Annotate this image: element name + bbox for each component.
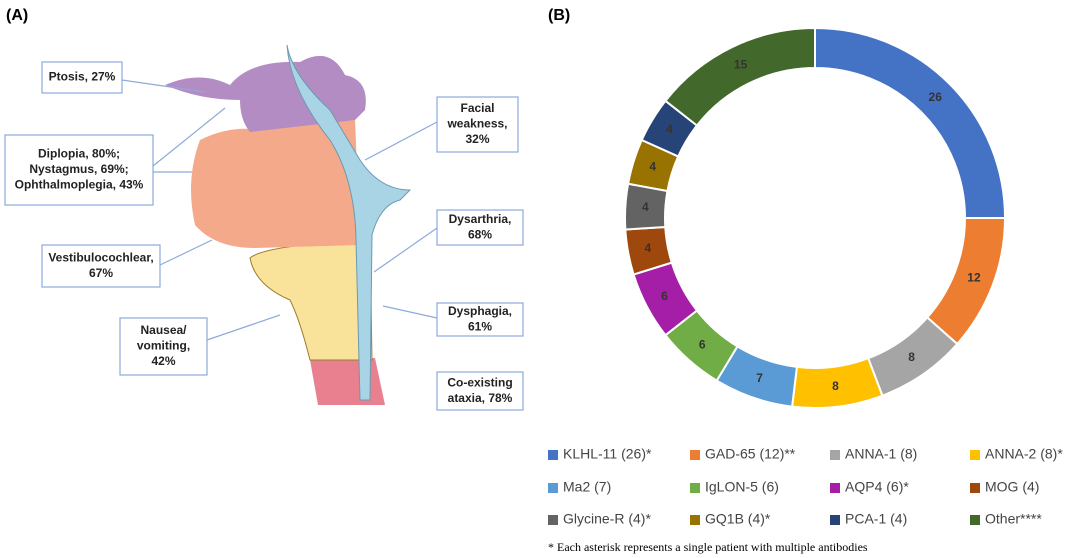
- legend-label: IgLON-5 (6): [705, 479, 779, 495]
- data-label: 4: [642, 200, 649, 214]
- callout-text: Dysarthria,: [449, 212, 512, 226]
- legend-label: Ma2 (7): [563, 479, 611, 495]
- legend-label: MOG (4): [985, 479, 1039, 495]
- data-label: 15: [734, 57, 748, 71]
- legend-swatch: [970, 450, 980, 460]
- legend-swatch: [690, 450, 700, 460]
- callout-text: vomiting,: [137, 339, 190, 353]
- callout-text: 61%: [468, 319, 492, 333]
- callout-text: Diplopia, 80%;: [38, 147, 120, 161]
- data-label: 7: [756, 371, 763, 385]
- data-label: 26: [929, 90, 943, 104]
- callout-box: [4, 134, 154, 206]
- data-label: 6: [661, 289, 668, 303]
- connector: [373, 227, 438, 273]
- ventricle-shape: [286, 44, 412, 401]
- legend-swatch: [830, 450, 840, 460]
- legend-label: Glycine-R (4)*: [563, 511, 651, 527]
- legend-swatch: [690, 515, 700, 525]
- callout-text: Ptosis, 27%: [49, 70, 116, 84]
- data-label: 12: [967, 270, 981, 284]
- callout-text: 67%: [89, 266, 113, 280]
- connector: [382, 305, 438, 319]
- callout-text: Dysphagia,: [448, 304, 512, 318]
- callout-box: [436, 371, 524, 411]
- footnote: * Each asterisk represents a single pati…: [548, 540, 868, 554]
- connector: [152, 107, 226, 167]
- legend-label: GAD-65 (12)**: [705, 446, 796, 462]
- callout-text: 32%: [465, 132, 489, 146]
- callout-box: [41, 244, 161, 288]
- data-label: 4: [666, 122, 673, 136]
- legend-label: PCA-1 (4): [845, 511, 907, 527]
- legend-swatch: [548, 515, 558, 525]
- legend-label: ANNA-1 (8): [845, 446, 917, 462]
- connector: [159, 239, 213, 266]
- connector: [364, 121, 438, 161]
- callout-text: Facial: [460, 101, 494, 115]
- callout-box: [436, 302, 524, 337]
- legend: KLHL-11 (26)* GAD-65 (12)** ANNA-1 (8) ANNA…: [548, 446, 1063, 527]
- connector: [121, 79, 206, 93]
- legend-swatch: [548, 483, 558, 493]
- donut-chart: 26 12 8 8 7 6 6 4 4 4 4 15: [624, 26, 1007, 409]
- medulla-shape: [310, 358, 385, 405]
- pons-shape: [249, 239, 373, 361]
- panel-label: (B): [548, 7, 570, 24]
- legend-label: KLHL-11 (26)*: [563, 446, 652, 462]
- callout-box: [436, 209, 524, 246]
- legend-label: ANNA-2 (8)*: [985, 446, 1063, 462]
- data-label: 6: [699, 337, 706, 351]
- data-label: 8: [832, 379, 839, 393]
- donut-slice: [664, 26, 816, 127]
- callout-text: Co-existing: [447, 375, 512, 389]
- callout-text: Ophthalmoplegia, 43%: [15, 178, 144, 192]
- data-label: 4: [644, 241, 651, 255]
- connector: [206, 314, 281, 341]
- callout-text: Nausea/: [140, 323, 187, 337]
- legend-swatch: [970, 483, 980, 493]
- legend-label: Other****: [985, 511, 1042, 527]
- legend-swatch: [830, 515, 840, 525]
- data-label: 8: [908, 350, 915, 364]
- callout-text: weakness,: [446, 117, 507, 131]
- callout-box: [41, 61, 123, 94]
- callouts: Ptosis, 27% Diplopia, 80%;Nystagmus, 69%;…: [4, 61, 524, 411]
- callout-text: Vestibulocochlear,: [48, 250, 153, 264]
- connectors: [121, 79, 438, 341]
- midbrain-shape: [191, 118, 360, 248]
- legend-swatch: [690, 483, 700, 493]
- donut-slice: [925, 217, 1007, 346]
- callout-text: 42%: [151, 354, 175, 368]
- callout-box: [119, 317, 208, 376]
- legend-swatch: [548, 450, 558, 460]
- donut-slice: [814, 26, 1007, 219]
- legend-label: GQ1B (4)*: [705, 511, 771, 527]
- legend-label: AQP4 (6)*: [845, 479, 909, 495]
- panel-label: (A): [6, 7, 28, 24]
- callout-box: [436, 96, 519, 153]
- legend-swatch: [830, 483, 840, 493]
- callout-text: Nystagmus, 69%;: [29, 162, 128, 176]
- legend-swatch: [970, 515, 980, 525]
- callout-text: ataxia, 78%: [448, 391, 513, 405]
- anatomy: [165, 44, 412, 405]
- data-label: 4: [649, 160, 656, 174]
- callout-text: 68%: [468, 227, 492, 241]
